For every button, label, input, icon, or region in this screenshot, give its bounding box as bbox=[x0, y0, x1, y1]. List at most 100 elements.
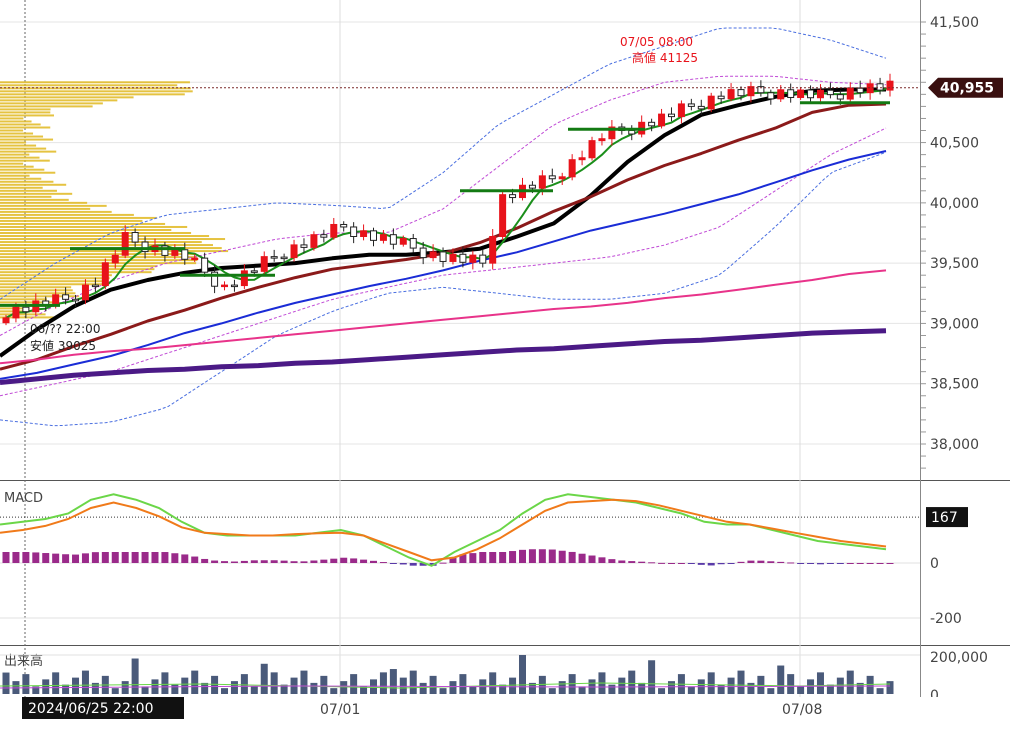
macd-histogram-bar bbox=[767, 561, 775, 563]
candle-body bbox=[101, 262, 109, 287]
volume-bar bbox=[558, 681, 566, 694]
last-price-badge bbox=[928, 77, 1003, 98]
macd-histogram-bar bbox=[360, 559, 368, 563]
volume-profile-bar bbox=[0, 108, 51, 111]
volume-profile-bar bbox=[0, 123, 41, 126]
macd-histogram-bar bbox=[290, 561, 298, 563]
volume-profile-bar bbox=[0, 253, 196, 256]
macd-histogram-bar bbox=[687, 563, 695, 564]
volume-profile-bar bbox=[0, 268, 155, 271]
macd-histogram-bar bbox=[300, 561, 308, 563]
volume-bar bbox=[489, 672, 497, 694]
volume-profile-bar bbox=[0, 126, 51, 129]
macd-histogram-bar bbox=[618, 560, 626, 563]
candle-body bbox=[588, 140, 596, 159]
macd-histogram-bar bbox=[280, 560, 288, 563]
volume-bar bbox=[131, 658, 139, 694]
candle-body bbox=[181, 249, 189, 260]
volume-bar bbox=[42, 679, 50, 694]
candle-body bbox=[161, 245, 169, 256]
bollinger-lower-2sigma bbox=[0, 151, 887, 427]
volume-profile-bar bbox=[0, 99, 118, 102]
macd-histogram-bar bbox=[876, 563, 884, 564]
volume-profile-bar bbox=[0, 147, 47, 150]
volume-profile-bar bbox=[0, 250, 229, 253]
candle-body bbox=[846, 87, 854, 100]
candle-body bbox=[826, 89, 834, 96]
candle-body bbox=[469, 254, 477, 263]
candle-body bbox=[737, 89, 745, 97]
volume-bar bbox=[548, 688, 556, 694]
macd-histogram-bar bbox=[171, 553, 179, 563]
candle-body bbox=[548, 175, 556, 180]
candle-body bbox=[201, 257, 209, 273]
volume-profile-bar bbox=[0, 156, 40, 159]
macd-histogram-bar bbox=[2, 552, 10, 563]
cursor-time-badge bbox=[22, 697, 184, 719]
candle-body bbox=[628, 130, 636, 135]
volume-profile-bar bbox=[0, 280, 109, 283]
high-annotation-time: 07/05 08:00 bbox=[620, 35, 693, 49]
macd-histogram-bar bbox=[211, 560, 219, 563]
macd-histogram-bar bbox=[717, 563, 725, 565]
volume-bar bbox=[707, 672, 715, 694]
macd-histogram-bar bbox=[787, 562, 795, 564]
candle-body bbox=[717, 95, 725, 100]
volume-profile-bar bbox=[0, 274, 112, 277]
candle-body bbox=[22, 306, 30, 313]
macd-histogram-bar bbox=[737, 561, 745, 563]
macd-histogram-bar bbox=[548, 549, 556, 563]
macd-histogram-bar bbox=[886, 563, 894, 564]
macd-histogram-bar bbox=[807, 563, 815, 564]
volume-bar bbox=[886, 681, 894, 694]
volume-bar bbox=[360, 686, 368, 694]
candle-body bbox=[687, 103, 695, 107]
volume-profile-bar bbox=[0, 162, 24, 165]
volume-bar bbox=[816, 672, 824, 694]
volume-bar bbox=[22, 674, 30, 694]
candle-body bbox=[578, 157, 586, 161]
volume-profile-bar bbox=[0, 180, 54, 183]
x-tick-label: 07/01 bbox=[320, 702, 360, 718]
volume-bar bbox=[2, 672, 10, 694]
volume-bar bbox=[737, 670, 745, 694]
candle-body bbox=[260, 256, 268, 272]
volume-bar bbox=[856, 682, 864, 694]
volume-bar bbox=[459, 674, 467, 694]
low-annotation-label: 安値 39025 bbox=[30, 338, 96, 353]
candle-body bbox=[568, 159, 576, 178]
volume-profile-bar bbox=[0, 183, 67, 186]
macd-histogram-bar bbox=[201, 558, 209, 563]
volume-bar bbox=[171, 684, 179, 694]
volume-bar bbox=[727, 677, 735, 694]
volume-profile-bar bbox=[0, 292, 76, 295]
macd-histogram-bar bbox=[399, 563, 407, 565]
candle-body bbox=[171, 249, 179, 256]
volume-bar bbox=[181, 677, 189, 694]
candle-body bbox=[2, 317, 10, 324]
candle-body bbox=[459, 253, 467, 263]
volume-profile-bar bbox=[0, 289, 73, 292]
candle-body bbox=[777, 89, 785, 100]
volume-profile-bar bbox=[0, 159, 50, 162]
macd-histogram-bar bbox=[598, 557, 606, 563]
candle-body bbox=[81, 284, 89, 301]
macd-histogram-bar bbox=[131, 552, 139, 563]
bollinger-lower-1sigma bbox=[0, 127, 887, 397]
candle-body bbox=[479, 254, 487, 264]
volume-bar bbox=[32, 686, 40, 694]
volume-bar bbox=[876, 688, 884, 694]
bollinger-upper-1sigma bbox=[0, 75, 887, 336]
candle-body bbox=[191, 257, 199, 261]
volume-bar bbox=[161, 672, 169, 694]
moving-average-ma_fast bbox=[0, 87, 886, 358]
macd-histogram-bar bbox=[101, 552, 109, 563]
volume-profile-bar bbox=[0, 271, 152, 274]
low-annotation-time: 06/?? 22:00 bbox=[30, 322, 100, 336]
candle-body bbox=[230, 284, 238, 288]
volume-bar bbox=[270, 672, 278, 694]
candle-body bbox=[221, 284, 229, 288]
volume-profile-bar bbox=[0, 84, 178, 87]
volume-profile-bar bbox=[0, 277, 110, 280]
